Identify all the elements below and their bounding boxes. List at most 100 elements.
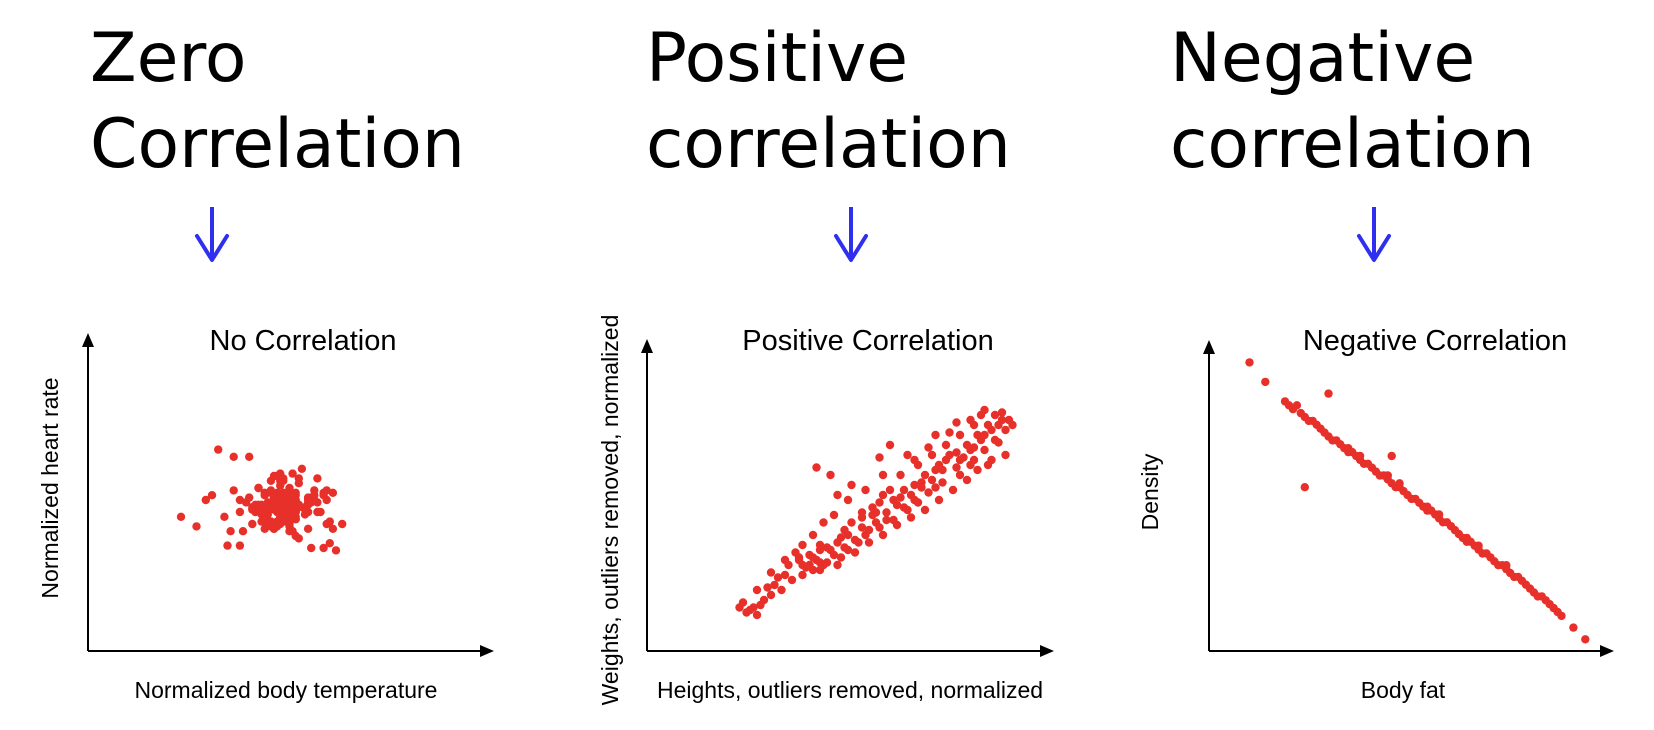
data-point xyxy=(1423,502,1432,511)
data-points xyxy=(1245,358,1590,644)
data-point xyxy=(924,443,933,452)
data-point xyxy=(917,478,926,487)
data-point xyxy=(878,490,888,500)
data-point xyxy=(226,527,235,536)
data-point xyxy=(248,519,257,529)
data-point xyxy=(805,550,814,560)
data-point xyxy=(1001,450,1010,460)
data-point xyxy=(310,486,319,495)
data-point xyxy=(288,498,297,507)
data-point xyxy=(952,448,961,457)
chart-axes xyxy=(641,339,1054,657)
data-point xyxy=(864,525,874,535)
y-axis-label: Weights, outliers removed, normalized xyxy=(597,315,623,706)
data-point xyxy=(770,580,779,590)
data-point xyxy=(248,505,257,514)
data-point xyxy=(756,600,765,610)
data-point xyxy=(1332,436,1341,445)
data-point xyxy=(920,470,930,480)
data-points xyxy=(176,445,347,555)
data-point xyxy=(1387,451,1396,461)
data-point xyxy=(1442,518,1452,527)
data-point xyxy=(945,428,954,437)
data-point xyxy=(288,469,297,478)
data-point xyxy=(1502,561,1511,570)
heading-negative-correlation: Negative correlation xyxy=(1170,16,1535,188)
y-axis-label: Normalized heart rate xyxy=(37,377,63,598)
data-point xyxy=(763,583,772,592)
data-point xyxy=(1292,401,1302,410)
data-point xyxy=(176,512,186,521)
data-point xyxy=(313,474,322,483)
data-point xyxy=(857,523,867,532)
data-point xyxy=(291,488,300,497)
data-point xyxy=(931,483,940,492)
data-point xyxy=(1363,459,1373,468)
data-point xyxy=(766,568,776,577)
data-point xyxy=(896,470,905,480)
data-point xyxy=(276,512,285,521)
heading-line-1: Negative xyxy=(1170,19,1476,98)
data-point xyxy=(966,415,975,425)
data-point xyxy=(833,490,842,500)
data-point xyxy=(808,530,818,540)
data-point xyxy=(192,522,201,531)
data-point xyxy=(257,500,266,509)
data-point xyxy=(752,585,762,595)
data-point xyxy=(927,450,937,460)
data-point xyxy=(829,550,839,560)
data-point xyxy=(1521,580,1531,589)
data-point xyxy=(798,570,807,580)
chart-axes xyxy=(82,333,494,657)
data-point xyxy=(843,545,853,555)
chart-title: No Correlation xyxy=(210,325,397,357)
data-point xyxy=(303,524,313,533)
data-point xyxy=(279,474,288,483)
data-point xyxy=(780,570,790,580)
data-point xyxy=(903,450,912,460)
data-point xyxy=(313,507,322,517)
data-point xyxy=(941,440,951,450)
data-point xyxy=(328,524,338,533)
data-point xyxy=(836,553,846,562)
data-point xyxy=(325,539,334,548)
data-point xyxy=(207,491,217,500)
data-point xyxy=(843,530,853,540)
data-points xyxy=(735,405,1017,620)
data-point xyxy=(1324,389,1333,398)
down-arrow-icon xyxy=(1357,207,1391,262)
data-point xyxy=(1529,588,1539,597)
data-point xyxy=(994,420,1003,430)
data-point xyxy=(952,463,961,472)
data-point xyxy=(1450,525,1460,535)
data-point xyxy=(857,508,867,517)
data-point xyxy=(1300,483,1310,492)
data-point xyxy=(735,603,744,612)
data-point xyxy=(322,495,331,505)
data-point xyxy=(766,590,776,600)
data-point xyxy=(875,453,884,462)
data-point xyxy=(752,610,762,620)
data-point xyxy=(864,538,874,547)
down-arrows xyxy=(195,207,1391,262)
data-point xyxy=(229,486,238,495)
data-point xyxy=(822,558,832,567)
data-point xyxy=(798,540,807,550)
data-point xyxy=(987,455,996,465)
data-point xyxy=(994,438,1003,447)
heading-line-1: Zero xyxy=(90,19,247,98)
data-point xyxy=(1261,377,1270,387)
data-point xyxy=(794,553,804,562)
data-point xyxy=(878,470,888,480)
data-point xyxy=(235,507,245,517)
data-point xyxy=(245,452,254,461)
x-axis-label: Normalized body temperature xyxy=(135,677,438,703)
data-point xyxy=(980,405,989,415)
scatter-panel-positive-correlation: Positive Correlation Heights, outliers r… xyxy=(597,315,1054,706)
chart-title: Positive Correlation xyxy=(742,325,993,357)
data-point xyxy=(959,453,968,462)
data-point xyxy=(220,512,229,521)
x-axis xyxy=(88,645,494,657)
data-point xyxy=(307,543,316,553)
